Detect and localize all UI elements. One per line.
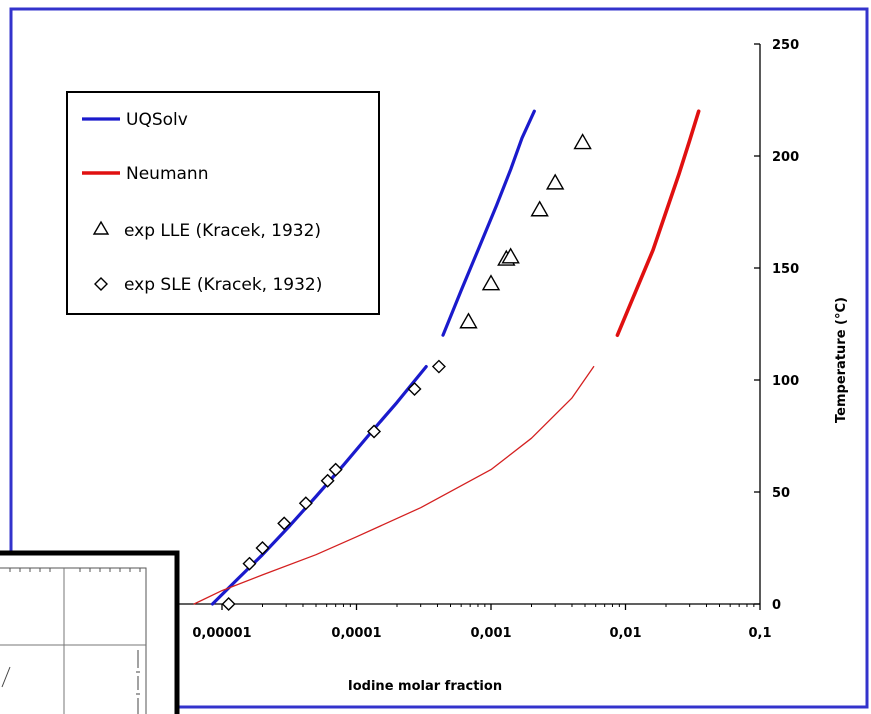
y-tick-label: 50 [772, 486, 790, 501]
y-tick-label: 200 [772, 150, 799, 165]
series-line-uqsolv [441, 109, 536, 337]
y-tick-label: 150 [772, 262, 799, 277]
series-line-uqsolv [210, 365, 428, 606]
data-point-exp-lle-kracek-1932 [501, 247, 520, 264]
data-point-exp-lle-kracek-1932 [481, 274, 501, 291]
y-axis-title: Temperature (°C) [834, 297, 849, 423]
y-tick-label: 250 [772, 38, 799, 53]
inset-chart [0, 550, 180, 714]
inset-plot-area [0, 567, 147, 714]
data-point-exp-sle-kracek-1932 [298, 496, 313, 511]
data-point-exp-sle-kracek-1932 [255, 541, 270, 555]
x-tick-label: 0,01 [609, 626, 641, 641]
legend-label-lle: exp LLE (Kracek, 1932) [124, 221, 321, 241]
series-line-series-2 [193, 365, 595, 605]
data-point-exp-sle-kracek-1932 [367, 424, 382, 439]
data-point-exp-sle-kracek-1932 [407, 381, 422, 396]
data-point-exp-sle-kracek-1932 [242, 556, 257, 571]
y-tick-label: 100 [772, 374, 799, 389]
x-tick-label: 0,1 [748, 626, 771, 641]
x-tick-label: 0,0001 [331, 626, 381, 641]
legend-diamond-marker [94, 277, 108, 291]
data-point-exp-lle-kracek-1932 [459, 312, 478, 329]
data-point-exp-sle-kracek-1932 [221, 597, 236, 611]
data-point-exp-sle-kracek-1932 [277, 516, 292, 531]
inset-curve [136, 650, 140, 714]
legend-triangle-marker [92, 220, 110, 235]
inset-curve [1, 666, 11, 688]
data-point-exp-lle-kracek-1932 [573, 133, 592, 150]
x-tick-label: 0,00001 [192, 626, 251, 641]
axes: 0,00001 0,0001 0,001 0,01 0,10 50 100 150 200 250 [176, 38, 799, 641]
legend-label-neumann: Neumann [126, 164, 208, 184]
legend-label-uqsolv: UQSolv [126, 110, 188, 130]
legend: UQSolv Neumann exp LLE (Kracek, 1932) ex… [66, 91, 380, 315]
inset-box [0, 550, 180, 714]
x-tick-label: 0,001 [470, 626, 511, 641]
data-point-exp-sle-kracek-1932 [431, 359, 446, 374]
data-point-exp-lle-kracek-1932 [530, 200, 549, 217]
legend-label-sle: exp SLE (Kracek, 1932) [124, 275, 322, 295]
series-line-neumann [615, 109, 701, 337]
y-tick-label: 0 [772, 598, 781, 613]
x-axis-title: Iodine molar fraction [348, 679, 502, 694]
data-point-exp-sle-kracek-1932 [328, 462, 343, 477]
data-point-exp-sle-kracek-1932 [320, 473, 335, 488]
legend-box [66, 91, 380, 315]
data-layer [193, 109, 701, 611]
inset-ticks-top [9, 568, 141, 572]
data-point-exp-lle-kracek-1932 [545, 173, 565, 190]
